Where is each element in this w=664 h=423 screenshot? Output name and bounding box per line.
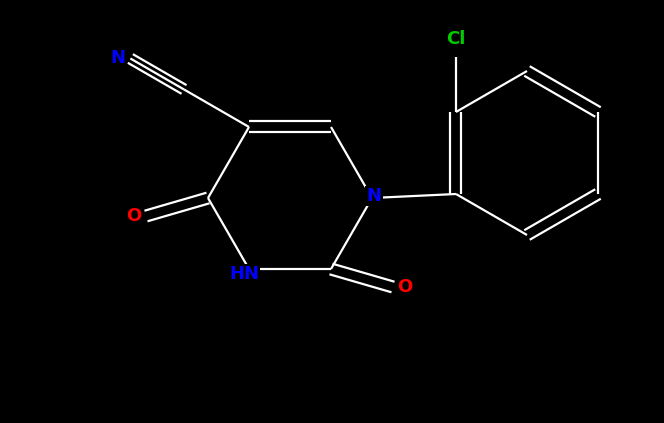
Text: N: N	[111, 49, 126, 68]
Text: O: O	[126, 207, 141, 225]
Text: O: O	[397, 278, 412, 296]
Text: Cl: Cl	[446, 30, 465, 48]
Text: HN: HN	[229, 265, 259, 283]
Text: N: N	[367, 187, 382, 205]
